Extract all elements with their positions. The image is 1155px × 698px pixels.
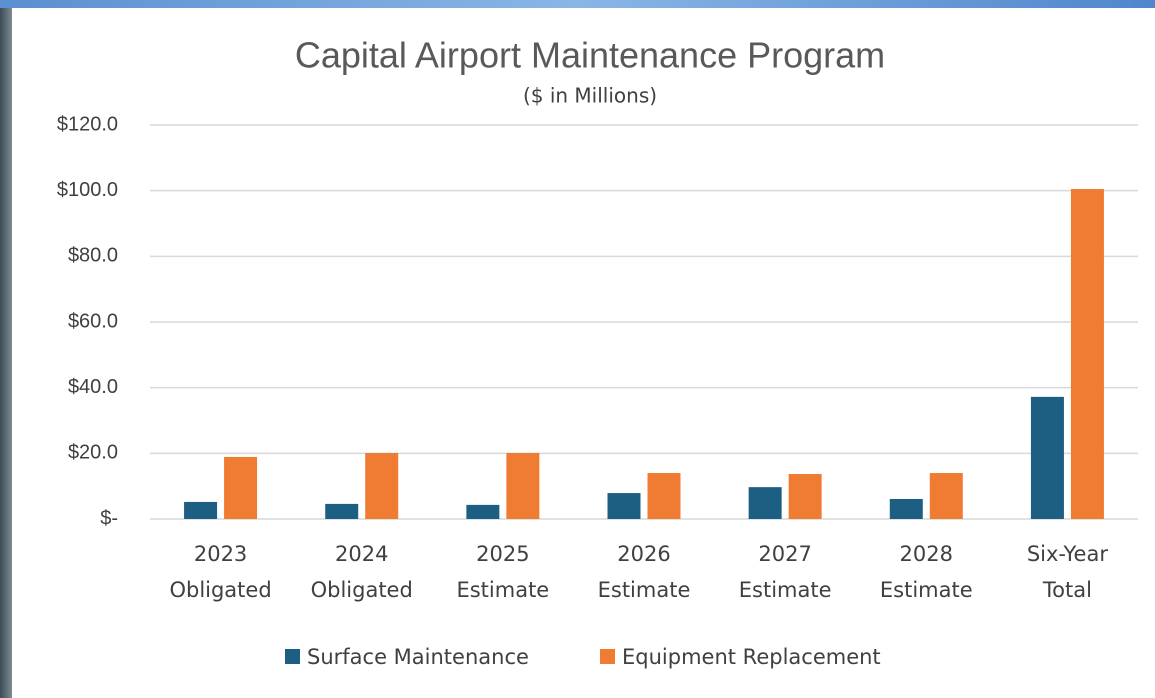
- bar: [608, 493, 641, 519]
- legend-label: Equipment Replacement: [622, 645, 881, 669]
- bar: [648, 473, 681, 519]
- x-tick-label: 2026: [617, 542, 670, 566]
- x-tick-label: Estimate: [739, 578, 832, 602]
- x-tick-label: 2023: [194, 542, 247, 566]
- x-tick-label: Obligated: [169, 578, 271, 602]
- y-tick-label: $40.0: [68, 376, 118, 398]
- x-tick-label: 2027: [758, 542, 811, 566]
- x-tick-label: 2028: [900, 542, 953, 566]
- x-tick-label: Estimate: [456, 578, 549, 602]
- chart-title: Capital Airport Maintenance Program: [295, 35, 885, 76]
- y-tick-label: $60.0: [68, 310, 118, 332]
- bar: [1031, 397, 1064, 519]
- y-tick-label: $80.0: [68, 245, 118, 267]
- bar: [890, 499, 923, 519]
- x-tick-label: Estimate: [598, 578, 691, 602]
- bar: [365, 453, 398, 519]
- x-tick-label: Six-Year: [1027, 542, 1109, 566]
- bar: [325, 504, 358, 519]
- bar: [224, 457, 257, 519]
- x-tick-label: Total: [1042, 578, 1092, 602]
- bar: [789, 474, 822, 519]
- y-tick-label: $-: [100, 507, 118, 529]
- legend-label: Surface Maintenance: [307, 645, 529, 669]
- bar: [930, 473, 963, 519]
- y-tick-label: $100.0: [57, 179, 118, 201]
- y-tick-label: $20.0: [68, 442, 118, 464]
- x-tick-label: Obligated: [311, 578, 413, 602]
- bar: [184, 502, 217, 519]
- bar: [506, 453, 539, 519]
- page: Capital Airport Maintenance Program ($ i…: [0, 0, 1155, 698]
- x-tick-label: 2025: [476, 542, 529, 566]
- legend-swatch: [600, 649, 615, 664]
- legend-swatch: [285, 649, 300, 664]
- bar: [749, 487, 782, 519]
- chart-subtitle: ($ in Millions): [523, 84, 657, 108]
- chart: Capital Airport Maintenance Program ($ i…: [0, 0, 1155, 698]
- x-tick-label: Estimate: [880, 578, 973, 602]
- bar: [1071, 189, 1104, 519]
- bar: [466, 505, 499, 519]
- y-tick-label: $120.0: [57, 113, 118, 135]
- x-tick-label: 2024: [335, 542, 388, 566]
